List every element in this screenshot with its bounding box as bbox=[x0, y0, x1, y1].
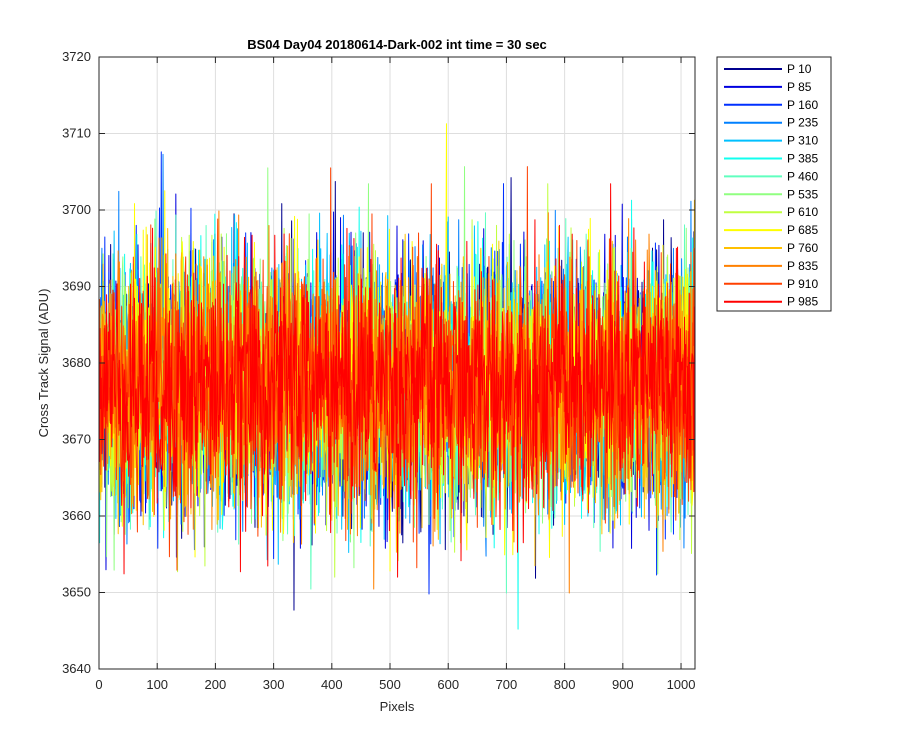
legend-entry-label: P 85 bbox=[787, 80, 812, 94]
legend-entry-label: P 535 bbox=[787, 187, 818, 201]
legend-entry-label: P 910 bbox=[787, 277, 818, 291]
x-tick-label: 900 bbox=[612, 677, 634, 692]
legend-entry-label: P 985 bbox=[787, 295, 818, 309]
x-tick-label: 0 bbox=[95, 677, 102, 692]
x-tick-label: 500 bbox=[379, 677, 401, 692]
y-axis-label: Cross Track Signal (ADU) bbox=[36, 289, 51, 438]
y-tick-labels: 3640 3650 3660 3670 3680 3690 3700 3710 3720 bbox=[62, 49, 91, 676]
series-group bbox=[99, 123, 695, 630]
legend-entry-label: P 835 bbox=[787, 259, 818, 273]
x-tick-label: 800 bbox=[554, 677, 576, 692]
legend-entry-label: P 10 bbox=[787, 62, 812, 76]
y-tick-label: 3660 bbox=[62, 508, 91, 523]
x-tick-label: 600 bbox=[437, 677, 459, 692]
y-tick-label: 3650 bbox=[62, 585, 91, 600]
legend-entry-label: P 385 bbox=[787, 152, 818, 166]
y-tick-label: 3710 bbox=[62, 126, 91, 141]
legend-entry-label: P 760 bbox=[787, 241, 818, 255]
legend-entry-label: P 160 bbox=[787, 98, 818, 112]
legend-entry-label: P 610 bbox=[787, 205, 818, 219]
legend-entry-label: P 235 bbox=[787, 116, 818, 130]
x-tick-labels: 0 100 200 300 400 500 600 700 800 900 1000 bbox=[95, 677, 695, 692]
legend-box bbox=[716, 56, 832, 312]
y-tick-label: 3720 bbox=[62, 49, 91, 64]
x-tick-label: 1000 bbox=[667, 677, 696, 692]
ticks bbox=[98, 56, 695, 670]
x-tick-label: 100 bbox=[146, 677, 168, 692]
y-tick-label: 3670 bbox=[62, 432, 91, 447]
series-line bbox=[99, 183, 695, 578]
x-axis-label: Pixels bbox=[380, 699, 415, 714]
legend-entry-label: P 310 bbox=[787, 134, 818, 148]
y-tick-label: 3700 bbox=[62, 202, 91, 217]
x-tick-label: 300 bbox=[263, 677, 285, 692]
legend-entry-label: P 460 bbox=[787, 169, 818, 183]
x-tick-label: 700 bbox=[496, 677, 518, 692]
y-tick-label: 3640 bbox=[62, 661, 91, 676]
legend: P 10 P 85 P 160 P 235 P 310 P 385 P 460 P 535 P … bbox=[716, 56, 832, 312]
legend-entry-label: P 685 bbox=[787, 223, 818, 237]
y-tick-label: 3690 bbox=[62, 279, 91, 294]
chart-title: BS04 Day04 20180614-Dark-002 int time = … bbox=[247, 37, 547, 52]
x-tick-label: 200 bbox=[205, 677, 227, 692]
x-tick-label: 400 bbox=[321, 677, 343, 692]
y-tick-label: 3680 bbox=[62, 355, 91, 370]
